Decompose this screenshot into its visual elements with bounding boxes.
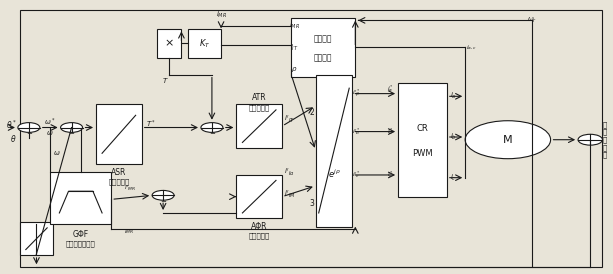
Text: AΦR: AΦR <box>251 222 267 231</box>
Text: $i_c$: $i_c$ <box>450 173 456 183</box>
Text: $\omega$: $\omega$ <box>47 129 54 137</box>
Text: 转速调节器: 转速调节器 <box>109 178 129 185</box>
Bar <box>398 83 447 197</box>
Text: GΦF: GΦF <box>73 230 89 239</box>
Text: −: − <box>160 199 166 205</box>
Text: $K_T$: $K_T$ <box>199 37 210 50</box>
Text: $i_a$: $i_a$ <box>450 91 456 101</box>
Text: $\rho$: $\rho$ <box>291 65 297 74</box>
Bar <box>188 28 221 58</box>
Text: $i_{a,c}$: $i_{a,c}$ <box>466 43 477 52</box>
Text: 电流变换: 电流变换 <box>314 34 332 43</box>
Text: $i'^*_{c}$: $i'^*_{c}$ <box>352 170 361 180</box>
Text: $i'^*_{b}$: $i'^*_{b}$ <box>352 126 361 137</box>
Text: −: − <box>209 131 215 137</box>
Text: CR: CR <box>417 124 428 133</box>
Text: 磁通模型: 磁通模型 <box>314 54 332 63</box>
Text: $\omega_r$: $\omega_r$ <box>527 16 538 25</box>
Text: $i'_{IM}$: $i'_{IM}$ <box>284 188 295 199</box>
Text: 磁通函数发生器: 磁通函数发生器 <box>66 241 96 247</box>
Text: 磁通调节器: 磁通调节器 <box>249 233 270 239</box>
Bar <box>157 28 181 58</box>
Bar <box>291 18 356 77</box>
Text: −: − <box>69 131 75 137</box>
Text: $i^*_b$: $i^*_b$ <box>387 126 394 137</box>
Bar <box>50 172 111 224</box>
Text: 3: 3 <box>310 199 314 208</box>
Bar <box>237 175 282 218</box>
Text: 转矩调节器: 转矩调节器 <box>249 104 270 111</box>
Text: $i_{MR}$: $i_{MR}$ <box>216 10 227 20</box>
Circle shape <box>152 190 174 200</box>
Text: $i_{MR}$: $i_{MR}$ <box>289 21 300 31</box>
Circle shape <box>201 123 223 132</box>
Text: $\omega$: $\omega$ <box>53 149 60 157</box>
Circle shape <box>18 123 40 132</box>
Text: $e^{j\rho}$: $e^{j\rho}$ <box>327 167 340 179</box>
Text: ATR: ATR <box>252 93 267 102</box>
Bar <box>96 104 142 164</box>
Text: ASR: ASR <box>111 168 126 177</box>
Text: $i'^*_{\beta}$: $i'^*_{\beta}$ <box>352 88 361 100</box>
Text: 速
度
传
感
器: 速 度 传 感 器 <box>603 121 607 158</box>
Text: $i_{IT}$: $i_{IT}$ <box>290 42 299 53</box>
Text: −: − <box>26 131 32 137</box>
Text: ×: × <box>164 38 174 48</box>
Text: M: M <box>503 135 512 145</box>
Text: 2: 2 <box>310 108 314 117</box>
Bar <box>237 104 282 148</box>
Text: $i'_{MR}$: $i'_{MR}$ <box>124 184 135 193</box>
Text: $T^*$: $T^*$ <box>146 119 156 130</box>
Text: $i^*_a$: $i^*_a$ <box>387 83 394 94</box>
Text: $i^*_c$: $i^*_c$ <box>387 170 394 180</box>
Bar <box>20 222 53 255</box>
Circle shape <box>578 134 603 145</box>
Text: $T$: $T$ <box>162 76 169 85</box>
Text: PWM: PWM <box>412 149 433 158</box>
Text: $\omega^*$: $\omega^*$ <box>45 116 56 128</box>
Text: $i'_{I\alpha}$: $i'_{I\alpha}$ <box>284 167 295 178</box>
Bar <box>316 75 352 227</box>
Circle shape <box>465 121 550 159</box>
Text: $\theta$: $\theta$ <box>10 133 17 144</box>
Text: $i_{MR}$: $i_{MR}$ <box>124 227 135 236</box>
Text: $\theta^*$: $\theta^*$ <box>6 119 17 131</box>
Text: $i'_{IT}$: $i'_{IT}$ <box>284 114 295 125</box>
Circle shape <box>61 123 83 132</box>
Text: $i_b$: $i_b$ <box>449 132 456 142</box>
